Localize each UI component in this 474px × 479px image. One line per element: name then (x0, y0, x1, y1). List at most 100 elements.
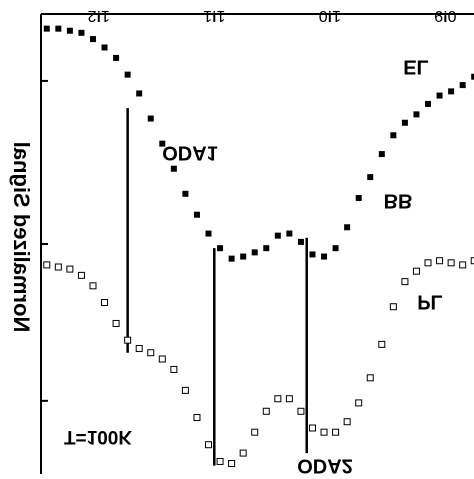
pl-data-point (459, 261, 467, 269)
el-data-point (263, 245, 270, 252)
bb-label-group: BB (384, 190, 413, 212)
pl-data-point (181, 386, 189, 394)
pl-data-point (54, 263, 62, 271)
el-data-point (240, 253, 247, 260)
pl-data-point (274, 395, 282, 403)
el-data-point (297, 238, 304, 245)
pl-data-point (285, 395, 293, 403)
y-axis-label-group: Normalized Signal (9, 142, 34, 333)
el-data-point (321, 253, 328, 260)
temperature-label-group: T=100K (64, 426, 132, 447)
el-data-point (286, 230, 293, 237)
pl-data-point (193, 414, 201, 422)
el-data-point (390, 132, 397, 139)
x-tick-label-group: 1.1 (203, 7, 225, 24)
oda1-label: ODA1 (162, 142, 218, 164)
pl-data-point (332, 428, 340, 436)
el-data-point (367, 174, 374, 181)
markers-layer (126, 108, 308, 466)
pl-data-point (205, 441, 213, 449)
bb-label: BB (384, 190, 413, 212)
el-data-point (344, 224, 351, 231)
el-series-label: EL (403, 56, 429, 78)
pl-data-point (251, 428, 259, 436)
pl-data-point (135, 345, 143, 353)
el-data-point (274, 232, 281, 239)
pl-data-point (297, 407, 305, 415)
el-data-point (89, 36, 96, 43)
labels-layer: ODA1 ODA2 BB EL PL T=100K (64, 56, 443, 477)
pl-data-point (158, 355, 166, 363)
el-data-point (309, 251, 316, 258)
pl-data-point (320, 428, 328, 436)
el-data-point (159, 140, 166, 147)
points-layer (43, 25, 474, 468)
pl-data-point (401, 278, 409, 286)
el-data-point (401, 119, 408, 126)
pl-data-point (355, 399, 363, 407)
pl-data-point (228, 460, 236, 468)
el-data-point (425, 100, 432, 107)
el-data-point (66, 27, 73, 34)
el-data-point (136, 90, 143, 97)
el-data-point (124, 71, 131, 78)
pl-data-point (216, 457, 224, 465)
pl-data-point (389, 303, 397, 311)
ticks-layer: 0.9 1.0 1.1 1.2 (41, 7, 456, 402)
oda2-label: ODA2 (297, 455, 353, 474)
pl-data-point (124, 336, 132, 344)
el-data-point (43, 25, 50, 32)
el-data-point (448, 88, 455, 95)
el-data-point (193, 211, 200, 218)
pl-data-point (366, 374, 374, 382)
oda1-label-group: ODA1 (162, 142, 218, 164)
el-data-point (217, 245, 224, 252)
x-tick-label-group: 1.0 (319, 7, 341, 24)
x-tick-label: 1.2 (88, 7, 110, 24)
pl-data-point (308, 424, 316, 432)
x-tick-label: 1.0 (319, 7, 341, 24)
el-data-point (378, 151, 385, 158)
el-data-point (413, 111, 420, 118)
pl-data-point (239, 449, 247, 457)
pl-data-point (170, 365, 178, 373)
x-tick-label-group: 1.2 (88, 7, 110, 24)
pl-data-point (436, 257, 444, 265)
pl-data-point (262, 407, 270, 415)
x-tick-label-group: 0.9 (434, 7, 456, 24)
el-data-point (459, 82, 466, 89)
pl-data-point (89, 282, 97, 290)
pl-data-point (470, 257, 474, 265)
el-data-point (205, 230, 212, 237)
pl-data-point (101, 299, 109, 307)
pl-data-point (424, 259, 432, 267)
x-tick-label: 0.9 (434, 7, 456, 24)
el-data-point (355, 195, 362, 201)
temperature-label: T=100K (64, 426, 132, 447)
pl-data-point (66, 265, 74, 273)
pl-data-point (43, 261, 51, 269)
el-data-point (228, 255, 235, 262)
el-data-point (332, 245, 339, 252)
pl-data-point (77, 271, 85, 279)
el-data-point (471, 73, 474, 80)
pl-data-point (447, 259, 455, 267)
el-data-point (101, 44, 108, 51)
el-data-point (436, 92, 443, 99)
oda2-label-group: ODA2 (297, 455, 353, 477)
el-data-point (78, 29, 85, 36)
pl-series-label: PL (417, 291, 443, 313)
pl-data-point (378, 340, 386, 348)
el-data-point (170, 165, 177, 172)
el-data-point (55, 25, 62, 32)
pl-data-point (412, 267, 420, 275)
el-data-point (147, 115, 154, 122)
y-axis-label: Normalized Signal (9, 142, 34, 333)
pl-data-point (147, 349, 155, 357)
el-data-point (251, 249, 258, 256)
x-tick-label: 1.1 (203, 7, 225, 24)
pl-series-label-group: PL (417, 291, 443, 313)
el-data-point (182, 190, 189, 197)
